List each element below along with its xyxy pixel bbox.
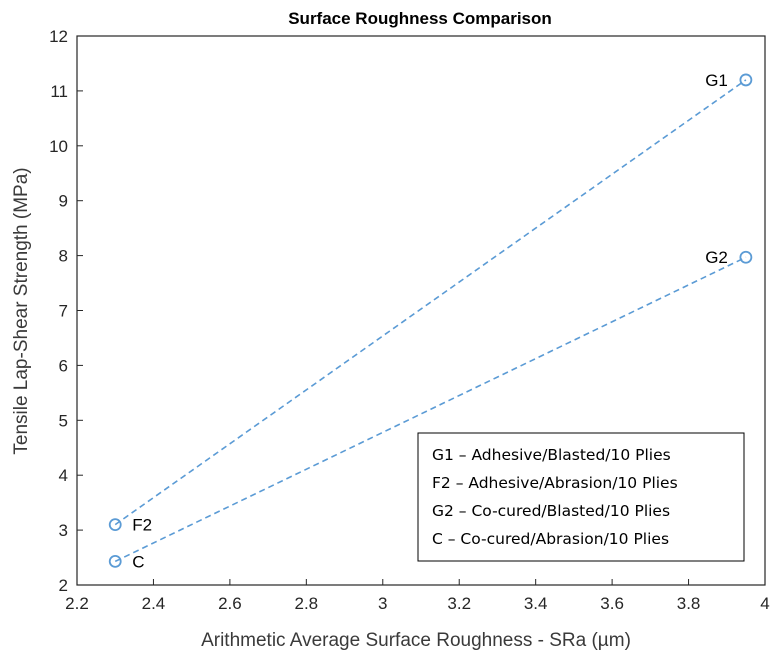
data-point-label: F2 [132,516,152,535]
data-point-marker [739,73,753,87]
data-point-marker [739,250,753,264]
y-axis-label: Tensile Lap-Shear Strength (MPa) [11,167,32,454]
x-tick-label: 2.6 [218,594,242,613]
legend-box [417,432,745,562]
x-tick-label: 2.4 [142,594,166,613]
y-tick-label: 7 [59,302,68,321]
x-tick-label: 2.2 [65,594,89,613]
x-tick-label: 3.8 [677,594,701,613]
y-tick-label: 11 [50,82,68,101]
legend-entry-g1: G1 – Adhesive/Blasted/10 Plies [432,446,671,464]
x-tick-label: 3.2 [447,594,471,613]
y-tick-label: 8 [59,247,68,266]
series-layer: F2 G1 C G2 [108,71,753,571]
legend-entry-g2: G2 – Co-cured/Blasted/10 Plies [432,502,670,520]
y-axis-ticks: 2 3 4 5 6 7 8 9 10 11 12 [49,27,83,595]
y-tick-label: 9 [59,192,68,211]
data-point-marker [108,518,122,532]
x-tick-label: 2.8 [295,594,319,613]
data-point-marker [108,554,122,568]
y-tick-label: 6 [59,356,68,375]
legend: G1 – Adhesive/Blasted/10 Plies F2 – Adhe… [417,432,745,562]
y-tick-label: 3 [59,521,68,540]
x-tick-label: 3 [378,594,387,613]
x-tick-label: 4 [760,594,769,613]
x-tick-label: 3.4 [524,594,548,613]
data-point-label: C [132,552,144,571]
x-tick-label: 3.6 [600,594,624,613]
y-tick-label: 4 [59,466,68,485]
y-tick-label: 10 [49,137,68,156]
data-point-label: G1 [705,71,728,90]
chart-title: Surface Roughness Comparison [288,9,552,28]
y-tick-label: 12 [49,27,68,46]
y-tick-label: 5 [59,411,68,430]
legend-entry-c: C – Co-cured/Abrasion/10 Plies [432,530,669,548]
series-line [114,79,747,526]
data-point-label: G2 [705,248,728,267]
x-axis-label: Arithmetic Average Surface Roughness - S… [201,630,631,651]
y-tick-label: 2 [59,576,68,595]
legend-entry-f2: F2 – Adhesive/Abrasion/10 Plies [432,474,678,492]
x-axis-ticks: 2.2 2.4 2.6 2.8 3 3.2 3.4 3.6 3.8 4 [65,579,770,613]
series-line [114,256,747,563]
plot-area-frame [76,35,766,586]
